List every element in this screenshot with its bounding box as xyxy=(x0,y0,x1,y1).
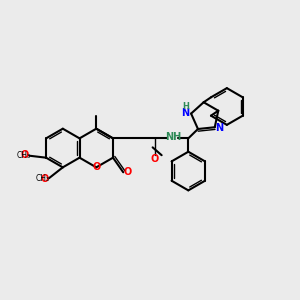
Text: CH₃: CH₃ xyxy=(36,174,50,183)
Text: O: O xyxy=(21,150,29,160)
Text: H: H xyxy=(182,102,189,111)
Text: N: N xyxy=(215,123,223,133)
Text: O: O xyxy=(40,174,49,184)
Text: O: O xyxy=(151,154,159,164)
Text: O: O xyxy=(123,167,131,177)
Text: O: O xyxy=(92,162,100,172)
Text: CH₃: CH₃ xyxy=(16,151,31,160)
Text: N: N xyxy=(182,108,190,118)
Text: NH: NH xyxy=(165,132,182,142)
